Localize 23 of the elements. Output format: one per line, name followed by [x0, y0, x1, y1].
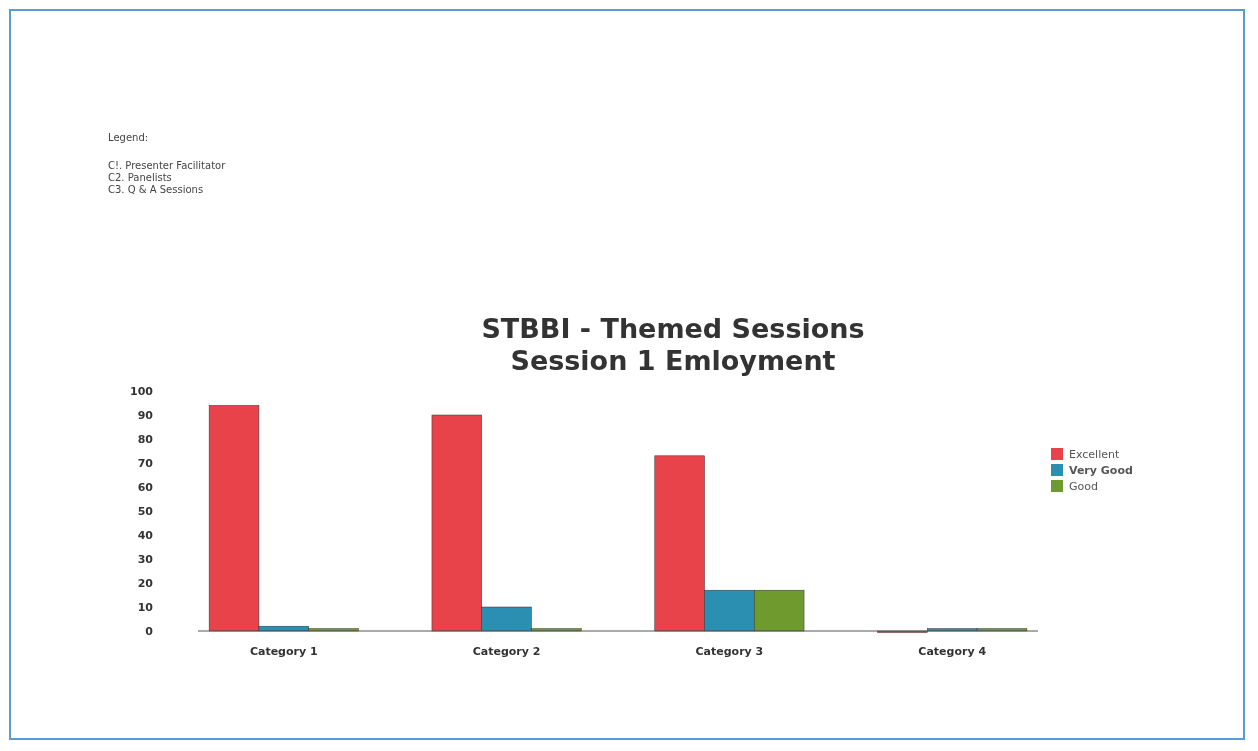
legend-label: Good	[1069, 480, 1098, 493]
y-tick-label: 90	[137, 409, 154, 422]
y-tick-label: 10	[137, 601, 154, 614]
y-tick-label: 50	[137, 505, 154, 518]
x-tick-label: Category 4	[918, 645, 987, 658]
x-tick-label: Category 2	[472, 645, 541, 658]
y-tick-label: 80	[137, 433, 154, 446]
text: C!. Presenter Facilitator	[108, 160, 227, 171]
x-tick-label: Category 3	[695, 645, 764, 658]
y-tick-label: 0	[145, 625, 154, 638]
y-tick-label: 40	[137, 529, 154, 542]
y-tick-label: 30	[137, 553, 154, 566]
chart-title: STBBI - Themed Sessions Session 1 Emloyment	[481, 313, 865, 376]
y-tick-label: 70	[137, 457, 154, 470]
legend-label: Excellent	[1069, 448, 1120, 461]
text: Legend:	[108, 132, 149, 143]
legend-label: Very Good	[1069, 464, 1133, 477]
text: C3. Q & A Sessions	[108, 184, 204, 195]
text: C2. Panelists	[108, 172, 172, 183]
y-tick-label: 20	[137, 577, 154, 590]
y-tick-label: 60	[137, 481, 154, 494]
x-tick-label: Category 1	[249, 645, 318, 658]
y-tick-label: 100	[130, 385, 154, 398]
